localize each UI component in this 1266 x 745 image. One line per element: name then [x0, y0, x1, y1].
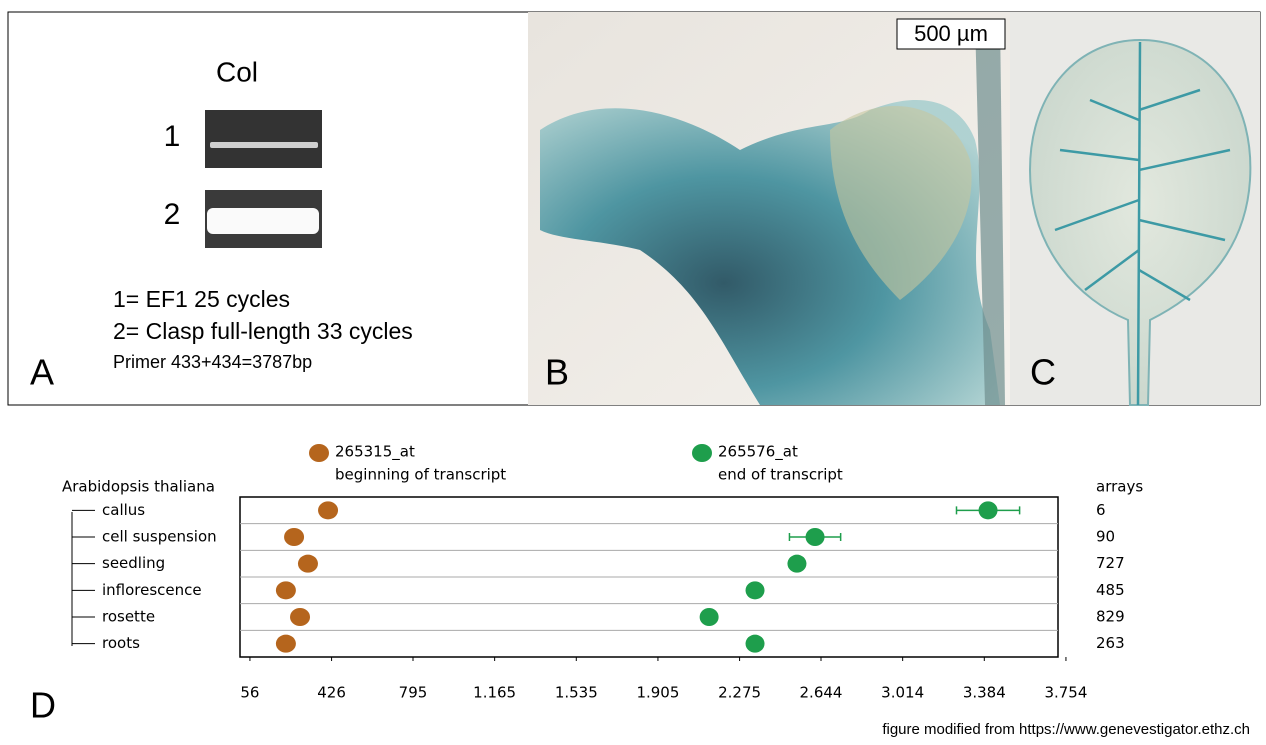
gel-lane: [205, 110, 322, 168]
category-label: cell suspension: [102, 528, 217, 546]
x-tick-label: 56: [240, 684, 259, 702]
credit: figure modified from https://www.geneves…: [882, 721, 1250, 738]
data-point: [284, 528, 304, 546]
legend-name: 265315_at: [335, 443, 415, 462]
organism: Arabidopsis thaliana: [62, 478, 215, 496]
page: {"panel_a": {"label": "A", "lane_header"…: [0, 0, 1266, 745]
category-label: callus: [102, 501, 145, 519]
x-tick-label: 2.275: [718, 684, 761, 702]
count-label: 727: [1096, 554, 1125, 572]
x-tick-label: 3.384: [963, 684, 1006, 702]
data-point: [700, 608, 719, 626]
legend-marker: [692, 444, 712, 462]
legend-line: 2= Clasp full-length 33 cycles: [113, 318, 413, 344]
count-label: 90: [1096, 528, 1115, 546]
data-point: [290, 608, 310, 626]
category-label: roots: [102, 634, 140, 652]
data-point: [298, 555, 318, 573]
primer: Primer 433+434=3787bp: [113, 352, 312, 372]
lane-label: 2: [164, 198, 181, 231]
panel-label: B: [545, 352, 569, 393]
x-tick-label: 3.014: [881, 684, 924, 702]
count-header: arrays: [1096, 478, 1143, 496]
x-tick-label: 3.754: [1044, 684, 1087, 702]
data-point: [276, 635, 296, 653]
count-label: 6: [1096, 501, 1106, 519]
count-label: 263: [1096, 634, 1125, 652]
gel-band: [210, 142, 318, 148]
legend-marker: [309, 444, 329, 462]
legend-description: end of transcript: [718, 466, 843, 484]
x-tick-label: 795: [399, 684, 428, 702]
count-label: 829: [1096, 608, 1125, 626]
figure: Col 1 2 1= EF1 25 cycles 2= Clasp full-l…: [0, 0, 1266, 745]
panel-label: A: [30, 352, 54, 393]
data-point: [806, 528, 825, 546]
x-tick-label: 1.535: [555, 684, 598, 702]
x-tick-label: 2.644: [800, 684, 843, 702]
data-point: [787, 555, 806, 573]
gel-band: [207, 208, 319, 234]
data-point: [746, 581, 765, 599]
lane-label: 1: [164, 120, 181, 153]
legend-name: 265576_at: [718, 443, 798, 462]
category-label: seedling: [102, 554, 165, 572]
category-label: rosette: [102, 608, 155, 626]
legend-line: 1= EF1 25 cycles: [113, 286, 290, 312]
data-point: [979, 501, 998, 519]
x-tick-label: 1.905: [636, 684, 679, 702]
lane-header: Col: [216, 56, 258, 87]
data-point: [276, 581, 296, 599]
data-point: [318, 501, 338, 519]
x-tick-label: 1.165: [473, 684, 516, 702]
legend-description: beginning of transcript: [335, 466, 506, 484]
count-label: 485: [1096, 581, 1125, 599]
panel-label: C: [1030, 352, 1056, 393]
data-point: [746, 635, 765, 653]
scale-text: 500 µm: [914, 21, 988, 46]
category-label: inflorescence: [102, 581, 202, 599]
panel-label: D: [30, 685, 56, 726]
x-tick-label: 426: [317, 684, 346, 702]
